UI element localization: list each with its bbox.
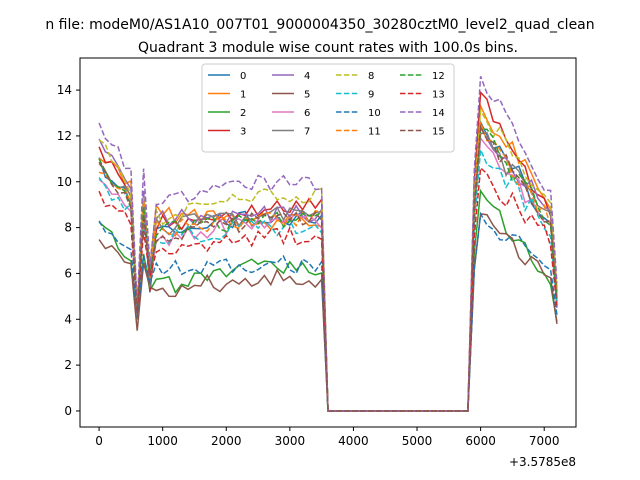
y-axis: 0 2 4 6 8 10 12 14 [57, 83, 80, 418]
x-tick-label: 2000 [211, 434, 242, 448]
legend-label-4: 4 [304, 71, 310, 82]
series-line-9 [98, 149, 558, 412]
series-line-14 [98, 76, 558, 412]
y-tick-label: 2 [64, 358, 72, 372]
legend-label-8: 8 [368, 71, 374, 82]
chart-title: Quadrant 3 module wise count rates with … [138, 40, 518, 56]
x-tick-label: 3000 [275, 434, 306, 448]
x-offset-label: +3.5785e8 [509, 455, 576, 469]
x-tick-label: 4000 [338, 434, 369, 448]
legend-label-0: 0 [240, 71, 246, 82]
series-line-15 [98, 124, 558, 412]
legend-label-9: 9 [368, 90, 374, 101]
x-axis: 0 1000 2000 3000 4000 5000 6000 7000 [95, 427, 559, 448]
y-tick-label: 4 [64, 312, 72, 326]
legend-box [201, 63, 455, 153]
x-tick-label: 6000 [465, 434, 496, 448]
legend-label-2: 2 [240, 108, 246, 119]
legend-label-10: 10 [368, 108, 381, 119]
series-line-4 [98, 124, 558, 412]
series-line-6 [98, 136, 558, 412]
legend-label-15: 15 [432, 127, 445, 138]
legend-label-1: 1 [240, 90, 246, 101]
legend-label-12: 12 [432, 71, 445, 82]
legend-label-5: 5 [304, 90, 310, 101]
y-tick-label: 10 [57, 175, 72, 189]
y-tick-label: 0 [64, 404, 72, 418]
series-line-11 [98, 121, 558, 412]
y-tick-label: 14 [57, 83, 72, 97]
x-tick-label: 1000 [147, 434, 178, 448]
series-line-8 [98, 108, 558, 412]
legend-label-13: 13 [432, 90, 445, 101]
y-tick-label: 6 [64, 266, 72, 280]
series-line-13 [98, 166, 558, 412]
legend-label-6: 6 [304, 108, 310, 119]
axes-frame [79, 57, 577, 428]
legend-label-14: 14 [432, 108, 445, 119]
legend-label-11: 11 [368, 127, 381, 138]
series-line-0 [98, 119, 558, 412]
legend-label-7: 7 [304, 127, 310, 138]
y-tick-label: 12 [57, 129, 72, 143]
x-tick-label: 7000 [529, 434, 560, 448]
plot-lines [98, 76, 558, 412]
chart-suptitle: n file: modeM0/AS1A10_007T01_9000004350_… [45, 17, 594, 33]
y-tick-label: 8 [64, 221, 72, 235]
x-tick-label: 5000 [402, 434, 433, 448]
x-tick-label: 0 [95, 434, 103, 448]
legend-label-3: 3 [240, 127, 246, 138]
